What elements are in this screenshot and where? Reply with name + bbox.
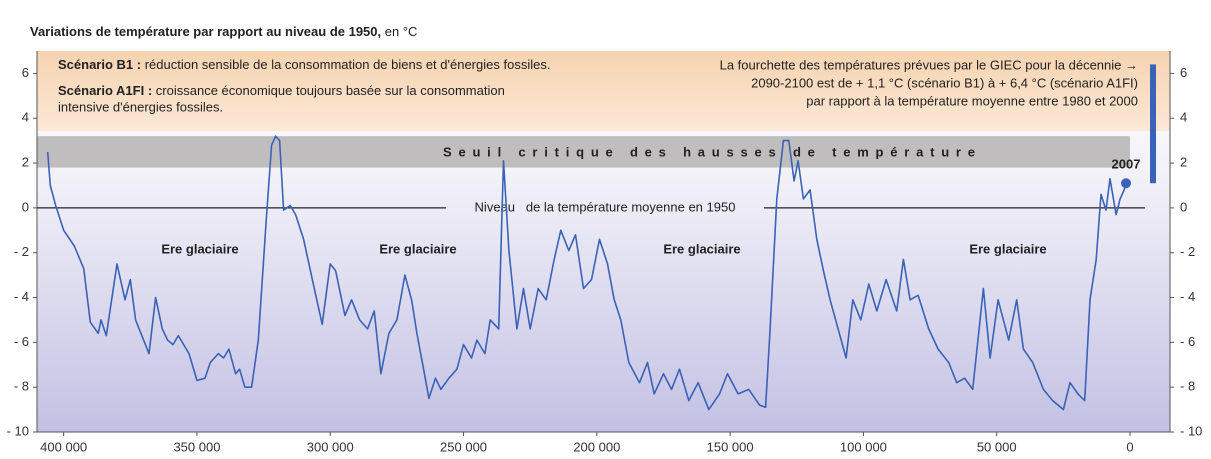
x-tick-label: 400 000 <box>40 439 87 454</box>
y-tick-label: 2 <box>22 154 29 169</box>
glacial-label: Ere glaciaire <box>161 241 238 256</box>
glacial-label: Ere glaciaire <box>969 241 1046 256</box>
y-tick-label: 0 <box>22 199 29 214</box>
x-tick-label: 100 000 <box>840 439 887 454</box>
scenario-b1: Scénario B1 : réduction sensible de la c… <box>58 57 550 72</box>
giec-note: La fourchette des températures prévues p… <box>720 57 1138 72</box>
end-point <box>1121 178 1132 189</box>
scenario-name: Scénario B1 : <box>58 57 141 72</box>
glacial-label: Ere glaciaire <box>663 241 740 256</box>
y-tick-label: - 8 <box>1180 379 1195 394</box>
info-band <box>37 51 1170 131</box>
x-tick-label: 350 000 <box>173 439 220 454</box>
giec-note: par rapport à la température moyenne ent… <box>806 93 1138 108</box>
y-tick-label: - 10 <box>7 423 29 438</box>
x-tick-label: 250 000 <box>440 439 487 454</box>
glacial-label: Ere glaciaire <box>379 241 456 256</box>
y-tick-label: - 6 <box>14 334 29 349</box>
y-tick-label: 4 <box>1180 110 1187 125</box>
x-tick-label: 150 000 <box>707 439 754 454</box>
scenario-a1fi: Scénario A1FI : croissance économique to… <box>58 83 505 98</box>
temperature-line <box>46 135 1127 411</box>
y-tick-label: - 2 <box>14 244 29 259</box>
x-tick-label: 300 000 <box>307 439 354 454</box>
title: Variations de température par rapport au… <box>30 24 381 39</box>
y-tick-label: - 2 <box>1180 244 1195 259</box>
y-tick-label: 4 <box>22 110 29 125</box>
giec-note: 2090-2100 est de + 1,1 °C (scénario B1) … <box>751 75 1138 90</box>
y-tick-label: 6 <box>22 65 29 80</box>
y-tick-label: - 10 <box>1180 423 1202 438</box>
y-tick-label: - 8 <box>14 379 29 394</box>
chart-title: Variations de température par rapport au… <box>30 24 417 39</box>
y-tick-label: - 4 <box>14 289 29 304</box>
scenario-text: croissance économique toujours basée sur… <box>156 83 505 98</box>
threshold-band <box>37 136 1130 168</box>
y-tick-label: - 4 <box>1180 289 1195 304</box>
y-tick-label: - 6 <box>1180 334 1195 349</box>
scenario-name: Scénario A1FI : <box>58 83 152 98</box>
x-tick-label: 0 <box>1126 439 1133 454</box>
x-tick-label: 200 000 <box>573 439 620 454</box>
y-tick-label: 6 <box>1180 65 1187 80</box>
end-label: 2007 <box>1112 157 1141 172</box>
x-tick-label: 50 000 <box>977 439 1017 454</box>
reference-label: Niveau de la température moyenne en 1950 <box>475 199 736 214</box>
title-suffix: en °C <box>385 24 418 39</box>
scenario-text: réduction sensible de la consommation de… <box>145 57 551 72</box>
scenario-text: intensive d'énergies fossiles. <box>58 99 223 114</box>
y-tick-label: 2 <box>1180 154 1187 169</box>
y-tick-label: 0 <box>1180 199 1187 214</box>
giec-range <box>1150 64 1156 184</box>
